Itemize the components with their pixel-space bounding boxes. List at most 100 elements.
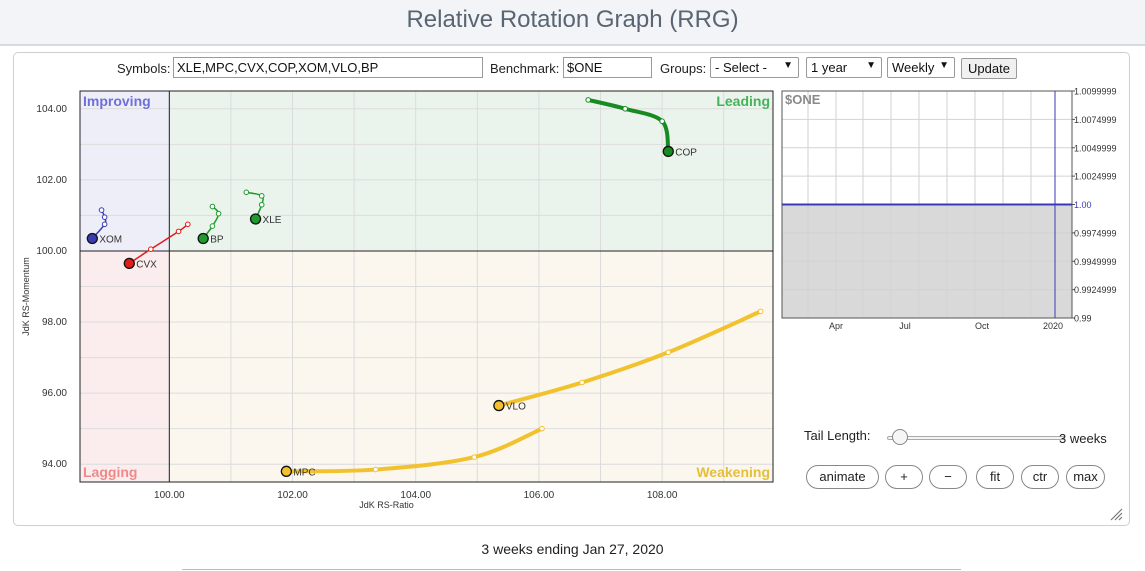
benchmark-y-tick-label: 1.0049999 bbox=[1074, 143, 1117, 153]
frequency-select-value: Weekly bbox=[892, 60, 935, 75]
quadrant-lagging bbox=[80, 250, 170, 482]
rrg-panel: Symbols: Benchmark: Groups: - Select - ▼… bbox=[13, 52, 1130, 526]
x-axis-label: JdK RS-Ratio bbox=[359, 500, 414, 510]
groups-select[interactable]: - Select - ▼ bbox=[710, 57, 799, 78]
tail-point-cvx bbox=[175, 228, 182, 235]
tail-point-cop bbox=[659, 118, 665, 125]
tail-point-cvx bbox=[148, 246, 154, 252]
tail-point-bp bbox=[215, 210, 222, 217]
groups-select-value: - Select - bbox=[715, 60, 768, 75]
benchmark-y-tick-label: 0.9924999 bbox=[1074, 285, 1117, 295]
tail-point-xom bbox=[101, 214, 108, 220]
plot-frame bbox=[79, 90, 774, 483]
symbol-label-bp: BP bbox=[210, 235, 224, 246]
tail-point-bp bbox=[209, 203, 216, 210]
tail-point-cop bbox=[585, 97, 592, 103]
head-point-vlo bbox=[493, 399, 505, 412]
tail-length-slider[interactable] bbox=[887, 436, 1065, 440]
benchmark-x-tick-label: Apr bbox=[829, 321, 843, 331]
fit-button[interactable]: fit bbox=[976, 465, 1014, 489]
tail-xom bbox=[91, 209, 107, 240]
x-tick-label: 108.00 bbox=[647, 490, 678, 501]
tail-point-vlo bbox=[665, 349, 672, 356]
groups-label: Groups: bbox=[660, 61, 707, 76]
tail-point-mpc bbox=[372, 466, 379, 473]
benchmark-y-tick-label: 1.0074999 bbox=[1074, 115, 1117, 125]
tail-cop bbox=[586, 97, 671, 154]
y-tick-label: 104.00 bbox=[36, 104, 67, 115]
tail-bp bbox=[202, 205, 220, 240]
symbol-label-xom: XOM bbox=[99, 235, 122, 246]
y-axis-label: JdK RS-Momentum bbox=[21, 257, 31, 336]
x-tick-label: 100.00 bbox=[154, 490, 185, 501]
tail-xle bbox=[245, 191, 264, 220]
zoom-out-button[interactable]: − bbox=[929, 465, 967, 489]
tail-point-mpc bbox=[471, 454, 478, 460]
benchmark-y-tick-label: 1.0099999 bbox=[1074, 87, 1117, 97]
quadrant-weakening bbox=[169, 250, 773, 482]
benchmark-x-tick-label: 2020 bbox=[1043, 321, 1063, 331]
chevron-down-icon: ▼ bbox=[783, 60, 793, 71]
tail-length-value: 3 weeks bbox=[1059, 431, 1107, 446]
y-tick-label: 96.00 bbox=[42, 388, 67, 399]
benchmark-chart: $ONE 1.0099999 1.0074999 1.0049999 1.0024999… bbox=[781, 87, 1117, 331]
rrg-chart[interactable]: Improving Leading Lagging Weakening 100.00 10… bbox=[14, 83, 774, 523]
symbol-label-vlo: VLO bbox=[506, 402, 526, 413]
symbols-input[interactable] bbox=[173, 57, 483, 78]
quadrant-label-weakening: Weakening bbox=[696, 464, 770, 480]
benchmark-y-tick-label: 0.99 bbox=[1074, 314, 1092, 324]
tail-point-xle bbox=[258, 193, 265, 199]
benchmark-x-tick-label: Oct bbox=[975, 321, 990, 331]
zoom-in-button[interactable]: + bbox=[885, 465, 923, 489]
resize-grip-icon[interactable] bbox=[1109, 507, 1123, 521]
footer-divider bbox=[182, 569, 961, 570]
tail-point-mpc bbox=[539, 425, 545, 432]
tail-point-cop bbox=[622, 105, 628, 112]
quadrant-label-lagging: Lagging bbox=[83, 464, 137, 480]
benchmark-input[interactable] bbox=[563, 57, 652, 78]
symbol-label-mpc: MPC bbox=[293, 467, 315, 478]
benchmark-y-tick-label: 0.9949999 bbox=[1074, 257, 1117, 267]
period-select[interactable]: 1 year ▼ bbox=[806, 57, 882, 78]
benchmark-y-tick-label: 1.0024999 bbox=[1074, 172, 1117, 182]
head-point-cvx bbox=[123, 257, 135, 270]
x-tick-label: 106.00 bbox=[524, 490, 555, 501]
animate-button[interactable]: animate bbox=[806, 465, 879, 489]
footer-caption: 3 weeks ending Jan 27, 2020 bbox=[481, 541, 664, 557]
symbols-label: Symbols: bbox=[117, 61, 171, 76]
quadrant-leading bbox=[169, 91, 773, 251]
head-point-xom bbox=[86, 232, 98, 245]
tail-mpc bbox=[284, 426, 544, 474]
tail-length-slider-handle[interactable] bbox=[892, 429, 908, 445]
title-bar: Relative Rotation Graph (RRG) bbox=[0, 0, 1145, 46]
head-point-cop bbox=[662, 145, 674, 158]
y-tick-label: 94.00 bbox=[42, 459, 67, 470]
head-point-mpc bbox=[280, 465, 293, 477]
quadrant-label-leading: Leading bbox=[716, 93, 770, 109]
update-button[interactable]: Update bbox=[961, 58, 1017, 79]
symbol-label-xle: XLE bbox=[263, 215, 282, 226]
center-button[interactable]: ctr bbox=[1021, 465, 1059, 489]
quadrant-label-improving: Improving bbox=[83, 93, 151, 109]
tail-point-xle bbox=[258, 201, 265, 208]
tail-point-bp bbox=[209, 223, 216, 229]
quadrant-improving bbox=[80, 91, 170, 251]
x-tick-label: 104.00 bbox=[400, 490, 431, 501]
tail-vlo bbox=[496, 309, 763, 408]
controls-bar: Symbols: Benchmark: Groups: - Select - ▼… bbox=[14, 53, 1129, 83]
head-point-bp bbox=[197, 232, 209, 245]
tail-point-vlo bbox=[579, 379, 585, 386]
symbol-label-cop: COP bbox=[675, 147, 697, 158]
y-tick-label: 98.00 bbox=[42, 317, 67, 328]
page-title: Relative Rotation Graph (RRG) bbox=[406, 6, 739, 33]
max-button[interactable]: max bbox=[1066, 465, 1105, 489]
y-tick-label: 102.00 bbox=[36, 175, 67, 186]
frequency-select[interactable]: Weekly ▼ bbox=[887, 57, 955, 78]
tail-point-xle bbox=[243, 189, 250, 196]
period-select-value: 1 year bbox=[811, 60, 848, 75]
benchmark-y-tick-label: 1.00 bbox=[1074, 200, 1092, 210]
benchmark-label: $ONE bbox=[785, 92, 821, 107]
head-point-xle bbox=[249, 213, 262, 225]
benchmark-y-tick-label: 0.9974999 bbox=[1074, 228, 1117, 238]
symbol-label-cvx: CVX bbox=[136, 259, 157, 270]
